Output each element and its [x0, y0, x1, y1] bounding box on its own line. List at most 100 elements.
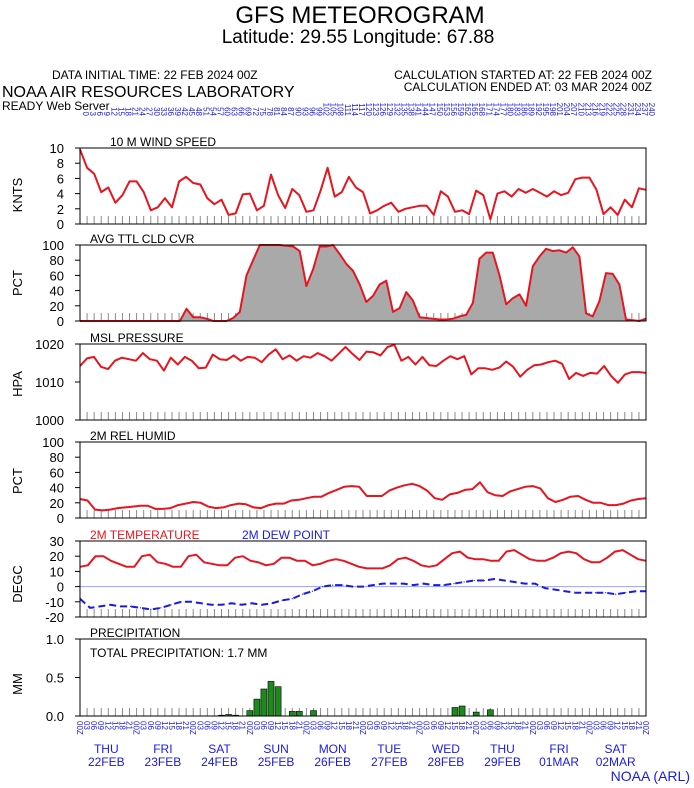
utc-hour-label: 06 — [316, 721, 325, 730]
data-point — [493, 578, 495, 580]
day-of-week-label: WED — [432, 742, 460, 756]
forecast-hour-labels: 0369121518212427303336394245485154576063… — [81, 103, 656, 117]
data-point — [240, 360, 242, 362]
data-point — [247, 356, 249, 358]
data-point — [281, 557, 283, 559]
forecast-hour-label: 129 — [385, 103, 394, 117]
series-line-2 — [79, 578, 646, 611]
data-point — [434, 497, 436, 499]
forecast-hour-label: 33 — [159, 107, 168, 116]
data-point — [281, 599, 283, 601]
date-label: 23FEB — [145, 755, 182, 769]
data-point — [100, 366, 102, 368]
data-point — [397, 211, 399, 213]
data-point — [635, 590, 637, 592]
data-point — [245, 503, 247, 505]
date-label: 01MAR — [539, 755, 579, 769]
data-point — [382, 583, 384, 585]
series-line-1 — [79, 481, 647, 512]
forecast-hour-label: 93 — [300, 107, 309, 116]
forecast-hour-label: 114 — [350, 103, 359, 116]
data-point — [156, 561, 159, 563]
y-tick-label: 40 — [50, 481, 64, 496]
panel-3: 1000 1010 1020 HPA MSL PRESSURE — [10, 331, 647, 428]
data-point — [178, 180, 180, 182]
data-point — [362, 191, 364, 193]
data-point — [546, 196, 548, 198]
data-point — [192, 501, 194, 503]
data-point — [498, 274, 501, 276]
data-point — [439, 318, 441, 321]
utc-hour-label: 03 — [535, 721, 544, 730]
data-point — [102, 555, 104, 557]
forecast-hour-label: 222 — [605, 103, 614, 117]
data-point — [558, 249, 561, 251]
forecast-hour-label: 162 — [463, 103, 472, 117]
data-point — [517, 488, 519, 490]
data-point — [595, 189, 598, 191]
data-point — [547, 497, 549, 499]
data-point — [365, 301, 367, 303]
data-point — [562, 499, 564, 501]
data-point — [177, 504, 179, 506]
data-point — [459, 315, 461, 317]
y-tick-label: 6 — [57, 171, 64, 186]
data-point — [226, 564, 228, 566]
forecast-hour-label: 111 — [343, 104, 352, 117]
data-point — [420, 564, 422, 566]
data-point — [102, 509, 104, 511]
data-point — [509, 490, 511, 492]
data-point — [351, 485, 353, 487]
utc-hour-label: 06 — [599, 721, 608, 730]
data-point — [605, 272, 607, 274]
data-point — [545, 248, 547, 250]
forecast-hour-label: 234 — [633, 103, 642, 117]
data-point — [572, 246, 574, 248]
data-point — [256, 209, 258, 211]
forecast-hour-label: 204 — [562, 103, 571, 117]
utc-hour-label: 06 — [89, 721, 98, 730]
data-point — [631, 206, 633, 208]
date-label: 27FEB — [371, 755, 408, 769]
data-point — [594, 592, 597, 594]
data-point — [184, 356, 186, 358]
data-point — [253, 506, 255, 508]
calculation-ended: CALCULATION ENDED AT: 03 MAR 2024 00Z — [404, 80, 652, 94]
data-point — [252, 259, 254, 261]
data-point — [149, 554, 151, 556]
data-point — [414, 363, 416, 366]
data-point — [305, 211, 307, 213]
data-point — [322, 586, 324, 588]
utc-hour-label: 00Z — [188, 721, 197, 735]
data-point — [553, 190, 555, 192]
y-tick-label: -10 — [45, 595, 64, 610]
data-point — [404, 208, 406, 210]
forecast-hour-label: 48 — [194, 107, 203, 116]
utc-hour-label: 00Z — [245, 721, 254, 735]
data-point — [150, 209, 152, 211]
forecast-hour-label: 105 — [329, 103, 338, 117]
y-tick-label: 1.0 — [46, 632, 64, 647]
calculation-started: CALCULATION STARTED AT: 22 FEB 2024 00Z — [394, 68, 652, 82]
data-point — [511, 196, 513, 198]
data-point — [313, 496, 315, 498]
data-point — [185, 176, 187, 178]
data-point — [268, 504, 270, 506]
utc-hour-label: 18 — [117, 721, 126, 730]
forecast-hour-label: 225 — [612, 103, 621, 117]
data-point — [405, 557, 407, 559]
data-point — [473, 579, 475, 582]
data-point — [170, 604, 172, 606]
data-point — [310, 357, 312, 359]
data-point — [465, 314, 467, 316]
utc-hour-label: 00Z — [75, 721, 84, 735]
data-point — [352, 586, 354, 588]
utc-hour-label: 09 — [266, 721, 275, 730]
data-point — [618, 283, 621, 286]
data-point — [270, 174, 272, 176]
data-point — [598, 300, 601, 302]
data-point — [585, 312, 587, 314]
data-point — [164, 197, 166, 199]
data-point — [220, 199, 223, 201]
